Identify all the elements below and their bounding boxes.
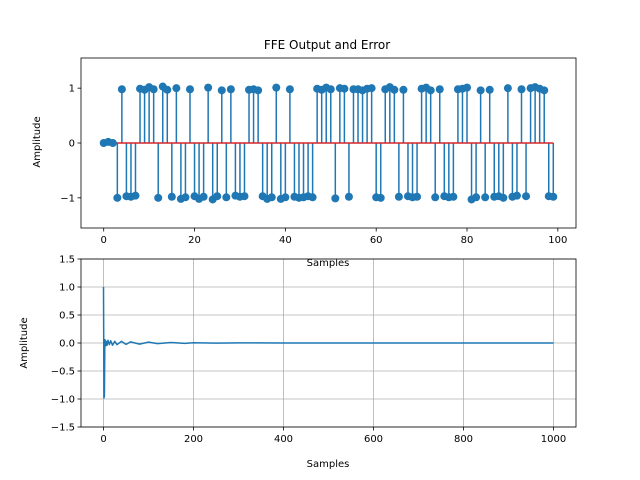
error-series-line	[102, 286, 554, 399]
stem-marker	[449, 192, 458, 201]
stem-marker	[172, 84, 181, 93]
x-tick-label: 800	[454, 434, 473, 445]
stem-marker	[522, 192, 531, 201]
stem-marker	[163, 85, 172, 94]
stem-marker	[426, 86, 435, 95]
stem-marker	[204, 83, 213, 92]
stem-marker	[226, 85, 235, 94]
y-tick-label: 0.5	[59, 311, 75, 322]
stem-marker	[399, 85, 408, 94]
x-tick-label: 0	[100, 434, 106, 445]
y-tick-label: −0.5	[51, 367, 75, 378]
y-tick-label: −1.5	[51, 423, 75, 434]
stem-marker	[476, 86, 485, 95]
x-tick-label: 200	[184, 434, 203, 445]
x-axis-label: Samples	[307, 258, 350, 269]
stem-marker	[540, 86, 549, 95]
x-tick-label: 80	[461, 235, 474, 246]
stem-marker	[481, 193, 490, 202]
y-tick-label: 1	[69, 84, 75, 95]
x-tick-label: 0	[101, 235, 107, 246]
stem-marker	[367, 84, 376, 93]
x-tick-label: 400	[274, 434, 293, 445]
stem-marker	[344, 192, 353, 201]
x-tick-label: 1000	[541, 434, 566, 445]
stem-marker	[503, 84, 512, 93]
stem-marker	[185, 85, 194, 94]
error-plot-area: 0 200 400 600 800 1000 −1.5 −1.0 −0.5 0.0 0.5 1.0 1.…	[51, 255, 577, 445]
stem-marker	[413, 192, 422, 201]
y-tick-label: −1	[60, 193, 75, 204]
stem-marker	[240, 192, 249, 201]
stem-marker	[272, 83, 281, 92]
stem-marker	[222, 193, 231, 202]
stem-chart: FFE Output and Error 0 20 40 60 80 100 −1 0 1 Sa…	[32, 38, 577, 269]
stem-marker	[267, 193, 276, 202]
stem-marker	[326, 85, 335, 94]
y-axis-label: Amplitude	[32, 116, 43, 167]
stem-marker	[213, 192, 222, 201]
stem-marker	[167, 192, 176, 201]
x-tick-label: 100	[548, 235, 567, 246]
x-tick-label: 20	[188, 235, 201, 246]
error-chart: 0 200 400 600 800 1000 −1.5 −1.0 −0.5 0.0 0.5 1.0 1.…	[19, 255, 577, 470]
stem-marker	[431, 193, 440, 202]
stem-marker	[154, 193, 163, 202]
x-tick-label: 60	[370, 235, 383, 246]
x-tick-label: 600	[364, 434, 383, 445]
stem-marker	[181, 193, 190, 202]
stem-marker	[199, 192, 208, 201]
stem-marker	[390, 85, 399, 94]
stem-marker	[376, 193, 385, 202]
y-tick-label: 0.0	[59, 339, 75, 350]
stem-marker	[254, 86, 263, 95]
stem-marker	[285, 85, 294, 94]
stem-marker	[463, 83, 472, 92]
stem-marker	[308, 193, 317, 202]
stem-marker	[394, 192, 403, 201]
stem-marker	[512, 191, 521, 200]
y-tick-label: 0	[69, 139, 75, 150]
stem-marker	[113, 193, 122, 202]
stem-marker	[108, 139, 117, 147]
stem-marker	[517, 85, 526, 94]
stem-marker	[499, 193, 508, 202]
stem-marker	[435, 85, 444, 94]
chart-title: FFE Output and Error	[264, 38, 390, 52]
stem-marker	[217, 86, 226, 95]
y-tick-label: 1.0	[59, 283, 75, 294]
stem-plot-area: 0 20 40 60 80 100 −1 0 1	[60, 57, 577, 246]
stem-marker	[340, 84, 349, 93]
y-tick-label: 1.5	[59, 255, 75, 266]
stem-marker	[331, 194, 340, 203]
stem-marker	[549, 192, 558, 201]
stem-marker	[131, 191, 140, 200]
stem-marker	[117, 85, 126, 94]
x-axis-label: Samples	[307, 459, 350, 470]
stem-marker	[149, 85, 158, 94]
stem-marker	[472, 193, 481, 202]
stem-marker	[485, 85, 494, 94]
stem-marker	[281, 193, 290, 202]
x-tick-label: 40	[279, 235, 292, 246]
y-axis-label: Amplitude	[19, 317, 30, 368]
y-tick-label: −1.0	[51, 395, 75, 406]
